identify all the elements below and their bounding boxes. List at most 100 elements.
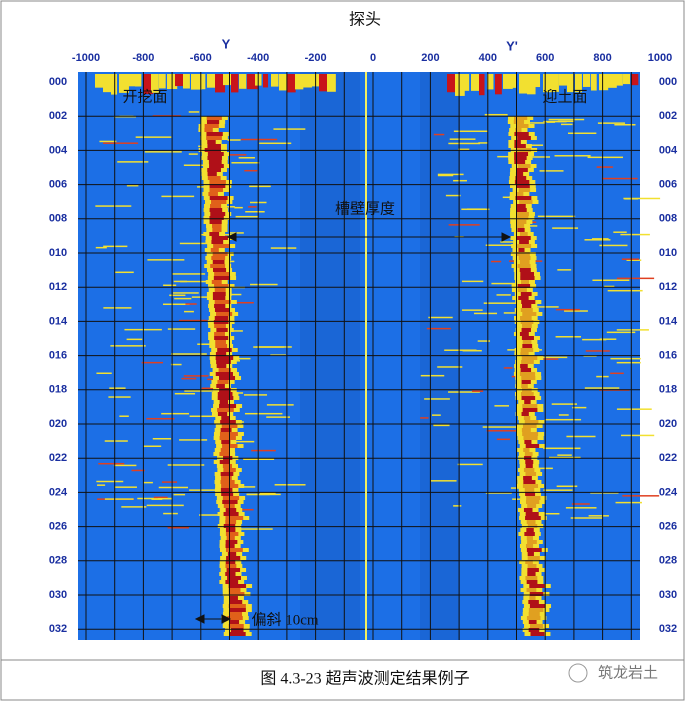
wall-echo [525, 512, 539, 516]
wall-echo [229, 608, 246, 612]
wall-echo [208, 160, 222, 164]
caption: 图 4.3-23 超声波测定结果例子 [260, 670, 469, 688]
echo-streak [147, 259, 185, 261]
echo-streak [474, 312, 498, 315]
echo-streak [103, 307, 132, 309]
wall-echo [515, 172, 524, 176]
wall-echo [522, 484, 539, 488]
echo-streak [564, 310, 588, 312]
echo-streak [588, 515, 609, 517]
wall-echo [211, 280, 222, 284]
wall-echo [526, 536, 533, 540]
wall-echo [218, 368, 232, 372]
surface-echo [319, 74, 330, 92]
depth-tick-label: 014 [659, 315, 678, 327]
echo-streak [483, 302, 520, 304]
wall-echo [225, 528, 236, 532]
wall-echo [225, 540, 238, 544]
x-tick-label: -1000 [72, 52, 100, 64]
echo-streak [181, 377, 197, 380]
echo-streak [103, 142, 139, 144]
wall-echo [225, 560, 236, 564]
echo-streak [449, 138, 476, 140]
surface-echo [527, 74, 536, 95]
echo-streak [584, 387, 620, 389]
surface-echo [263, 74, 269, 88]
echo-streak [530, 122, 546, 124]
echo-streak [556, 485, 578, 488]
wall-echo [521, 396, 536, 400]
echo-streak [162, 303, 190, 306]
wall-echo [521, 336, 534, 340]
wall-echo [215, 340, 226, 344]
wall-echo [206, 136, 222, 140]
wall-echo [526, 496, 541, 500]
wall-echo [515, 176, 527, 180]
wall-echo [516, 252, 530, 256]
depth-tick-label: 024 [659, 486, 678, 498]
wall-echo [527, 556, 540, 560]
surface-echo [103, 74, 114, 93]
depth-tick-label: 010 [659, 247, 677, 259]
echo-streak [458, 148, 470, 151]
echo-streak [606, 331, 636, 334]
x-tick-label: -200 [305, 52, 327, 64]
wall-echo [226, 536, 235, 540]
wall-echo [521, 412, 529, 416]
echo-streak [596, 166, 613, 168]
annotation: 开挖面 [122, 88, 167, 105]
wall-echo [228, 624, 244, 628]
wall-echo [516, 124, 529, 128]
surface-echo [191, 74, 202, 90]
wall-echo [225, 580, 239, 584]
echo-streak [109, 387, 126, 389]
wall-echo [211, 256, 226, 260]
depth-tick-label: 008 [49, 213, 67, 225]
echo-streak [241, 138, 278, 141]
wall-echo [514, 160, 526, 164]
echo-streak [137, 497, 172, 500]
wall-echo [216, 312, 233, 316]
echo-streak [477, 340, 491, 342]
depth-tick-label: 012 [659, 281, 677, 293]
echo-streak [445, 194, 461, 197]
echo-streak [557, 269, 572, 271]
wall-echo [519, 268, 531, 272]
wall-echo [226, 568, 241, 572]
wall-echo [514, 140, 521, 144]
echo-streak [161, 481, 178, 483]
wall-echo [225, 572, 236, 576]
wall-echo [515, 196, 532, 200]
wall-echo [212, 260, 225, 264]
wall-echo [229, 600, 243, 604]
wall-echo [227, 552, 237, 556]
wall-echo [525, 560, 533, 564]
echo-streak [227, 139, 241, 141]
surface-echo [543, 74, 552, 93]
wall-echo [521, 280, 529, 284]
echo-streak [95, 246, 107, 249]
surface-echo [583, 74, 591, 87]
echo-streak [457, 463, 483, 466]
wall-echo [516, 224, 525, 228]
echo-streak [231, 162, 260, 164]
wall-echo [222, 464, 233, 468]
echo-streak [143, 481, 153, 484]
wall-echo [521, 384, 528, 388]
echo-streak [188, 111, 200, 113]
depth-tick-label: 030 [49, 589, 67, 601]
wall-echo [518, 296, 529, 300]
echo-streak [626, 259, 642, 261]
echo-streak [172, 273, 206, 275]
wall-echo [522, 408, 538, 412]
echo-streak [572, 406, 587, 409]
echo-streak [144, 151, 182, 153]
echo-streak [482, 426, 518, 428]
surface-echo [175, 74, 185, 87]
wall-echo [518, 248, 525, 252]
echo-streak [555, 308, 580, 311]
wall-echo [214, 272, 230, 276]
echo-streak [244, 394, 268, 396]
echo-streak [444, 349, 477, 351]
wall-echo [211, 240, 224, 244]
